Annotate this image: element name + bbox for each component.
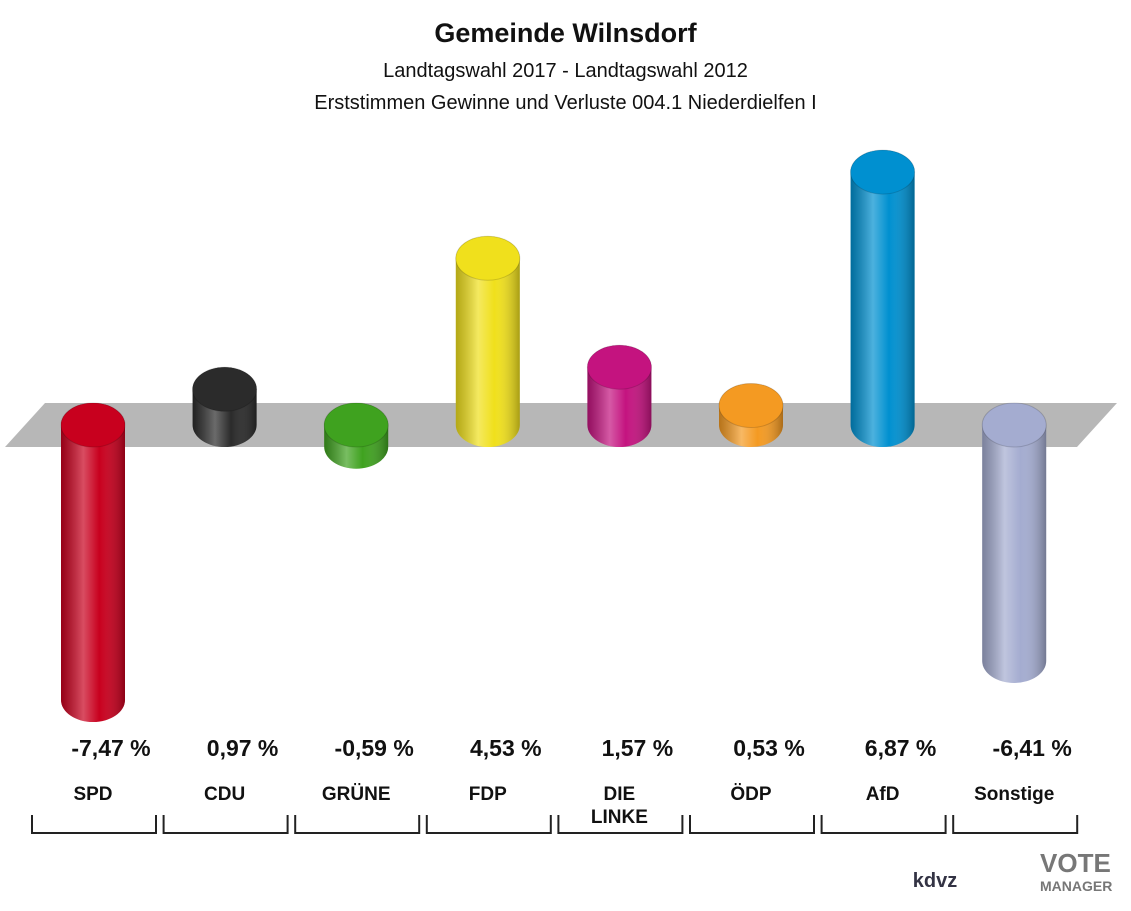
x-tick-label: FDP bbox=[468, 784, 507, 805]
logo-text: MANAGER bbox=[1040, 878, 1113, 894]
bar-shading bbox=[61, 403, 125, 722]
bar-cap bbox=[455, 235, 521, 281]
bar-shading bbox=[455, 236, 520, 447]
logo-text: kdvz bbox=[912, 870, 958, 892]
bar-shading bbox=[982, 403, 1047, 683]
category-bracket bbox=[557, 815, 684, 834]
value-label: -0,59 % bbox=[334, 735, 414, 761]
value-label: 0,97 % bbox=[206, 735, 279, 761]
x-tick-label: Sonstige bbox=[974, 784, 1055, 805]
value-label: 0,53 % bbox=[733, 735, 805, 761]
bar-cap bbox=[192, 366, 258, 412]
x-tick-label: AfD bbox=[865, 784, 900, 805]
value-label: -7,47 % bbox=[71, 735, 151, 761]
chart-subtitle: Erststimmen Gewinne und Verluste 004.1 N… bbox=[314, 92, 817, 114]
bar-cap bbox=[981, 402, 1047, 448]
value-label: 4,53 % bbox=[469, 735, 542, 761]
category-bracket bbox=[31, 815, 157, 834]
chart-title: Gemeinde Wilnsdorf bbox=[434, 18, 697, 48]
value-label: -6,41 % bbox=[992, 735, 1072, 761]
x-tick-label: GRÜNE bbox=[321, 784, 391, 805]
bar-cap bbox=[60, 402, 126, 448]
chart-subtitle: Landtagswahl 2017 - Landtagswahl 2012 bbox=[383, 60, 748, 82]
x-tick-label: SPD bbox=[73, 784, 113, 805]
bar-shading bbox=[850, 150, 915, 447]
value-label: 1,57 % bbox=[601, 735, 674, 761]
bar-cap bbox=[586, 344, 652, 390]
x-tick-label: CDU bbox=[204, 784, 246, 805]
bar-cap bbox=[850, 149, 916, 195]
category-bracket bbox=[689, 815, 815, 834]
x-tick-label: DIE LINKE bbox=[590, 784, 648, 828]
category-bracket bbox=[952, 815, 1079, 834]
value-label: 6,87 % bbox=[864, 735, 937, 761]
category-bracket bbox=[294, 815, 421, 834]
x-tick-label: ÖDP bbox=[730, 784, 772, 805]
logo-text: VOTE bbox=[1040, 848, 1111, 878]
category-bracket bbox=[162, 815, 289, 834]
bar-cap bbox=[323, 402, 389, 448]
category-bracket bbox=[425, 815, 552, 834]
category-bracket bbox=[820, 815, 947, 834]
zero-plane bbox=[5, 403, 1117, 447]
bar-cap bbox=[718, 382, 784, 428]
